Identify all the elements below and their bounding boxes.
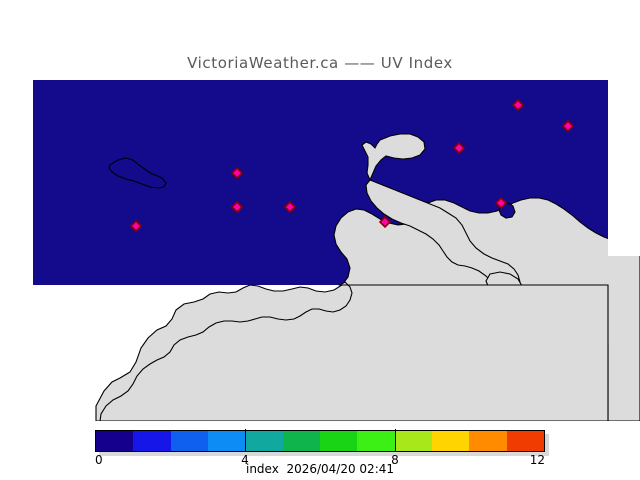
page-title: VictoriaWeather.ca —— UV Index bbox=[187, 54, 453, 72]
colorbar-band bbox=[96, 431, 134, 451]
domain-left-mask bbox=[0, 76, 33, 286]
colorbar-band bbox=[207, 431, 246, 451]
colorbar-tick-label: 12 bbox=[529, 453, 545, 467]
colorbar-band bbox=[394, 431, 432, 451]
station-marker[interactable] bbox=[129, 219, 143, 233]
station-marker[interactable] bbox=[494, 196, 508, 210]
colorbar-tick-label: 8 bbox=[391, 453, 399, 467]
colorbar-tick bbox=[245, 429, 246, 451]
station-marker[interactable] bbox=[511, 98, 525, 112]
station-marker[interactable] bbox=[561, 119, 575, 133]
colorbar-band bbox=[506, 431, 544, 451]
colorbar-caption: index 2026/04/20 02:41 bbox=[245, 462, 395, 476]
colorbar-band bbox=[133, 431, 171, 451]
colorbar-band bbox=[357, 431, 395, 451]
colorbar-tick-label: 0 bbox=[95, 453, 103, 467]
colorbar-band bbox=[170, 431, 208, 451]
station-markers[interactable] bbox=[129, 98, 575, 233]
station-marker[interactable] bbox=[283, 200, 297, 214]
station-marker[interactable] bbox=[378, 215, 392, 229]
colorbar[interactable]: 0 4 8 12 bbox=[95, 429, 549, 467]
colorbar-band bbox=[282, 431, 320, 451]
colorbar-band bbox=[245, 431, 283, 451]
colorbar-band bbox=[319, 431, 358, 451]
station-marker[interactable] bbox=[452, 141, 466, 155]
domain-bottom-mask bbox=[0, 285, 33, 421]
map-canvas[interactable] bbox=[0, 76, 640, 421]
colorbar-scale[interactable] bbox=[95, 430, 545, 452]
island-outline-west bbox=[108, 157, 167, 189]
colorbar-tick bbox=[395, 429, 396, 451]
domain-right-mask bbox=[608, 76, 640, 256]
colorbar-band bbox=[469, 431, 507, 451]
colorbar-tick-label: 4 bbox=[241, 453, 249, 467]
station-marker[interactable] bbox=[230, 200, 244, 214]
coastline-southwest bbox=[99, 281, 609, 421]
colorbar-band bbox=[431, 431, 470, 451]
station-marker[interactable] bbox=[230, 166, 244, 180]
map-graphic bbox=[0, 76, 640, 421]
landmass-north-east bbox=[361, 133, 426, 182]
